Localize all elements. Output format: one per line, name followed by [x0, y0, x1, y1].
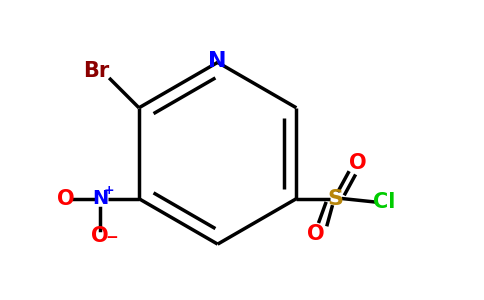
Text: −: −: [105, 230, 118, 245]
Text: +: +: [104, 184, 114, 197]
Text: O: O: [57, 189, 75, 209]
Text: O: O: [349, 153, 367, 173]
Text: N: N: [92, 189, 108, 208]
Text: Cl: Cl: [373, 192, 395, 212]
Text: S: S: [327, 189, 343, 209]
Text: Br: Br: [83, 61, 109, 82]
Text: O: O: [91, 226, 109, 246]
Text: N: N: [209, 51, 227, 71]
Text: O: O: [307, 224, 325, 244]
